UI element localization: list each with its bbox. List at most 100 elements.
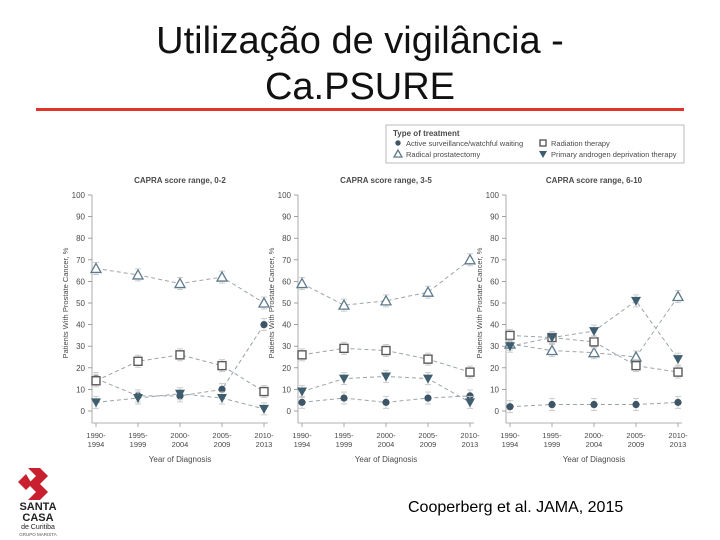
panel-3-ytick-label: 50: [490, 299, 499, 308]
panel-3-primary-androgen-deprivation-therapy-point: [589, 327, 599, 337]
panel-2-xtick-label: 1995-1999: [334, 431, 354, 449]
panel-3-ytick-label: 80: [490, 234, 499, 243]
panel-2-ytick-label: 100: [278, 191, 292, 200]
panel-2-ytick-label: 30: [282, 342, 291, 351]
panel-2-radiation-therapy-point: [381, 345, 391, 356]
panel-1-xtick-label: 2000-2004: [170, 431, 190, 449]
panel-3-xlabel: Year of Diagnosis: [563, 455, 625, 464]
panel-3-radical-prostatectomy-point: [545, 344, 559, 356]
panel-1-xlabel: Year of Diagnosis: [149, 455, 211, 464]
panel-3-radiation-therapy-point: [673, 367, 683, 377]
panel-1-primary-androgen-deprivation-therapy-point: [217, 394, 227, 404]
panel-2-ylabel: Patients With Prostate Cancer, %: [267, 247, 276, 358]
panel-2-ytick-label: 90: [282, 213, 291, 222]
panel-3-active-surveillance-watchful-waiting-point: [548, 400, 556, 409]
panel-3-primary-androgen-deprivation-therapy-point: [547, 333, 557, 343]
legend-marker-active-surveillance-watchful-waiting: [395, 140, 401, 146]
panel-3-xtick-label: 2000-2004: [584, 431, 604, 449]
panel-1-radiation-therapy-point: [217, 360, 227, 371]
panel-3-ytick-label: 70: [490, 256, 499, 265]
panel-3-ytick-label: 100: [486, 191, 500, 200]
panel-2-ytick-label: 40: [282, 321, 291, 330]
panel-2-ytick-label: 50: [282, 299, 291, 308]
panel-3-xtick-label: 2005-2009: [626, 431, 646, 449]
legend-box: [385, 124, 685, 164]
panel-1-active-surveillance-watchful-waiting-point: [260, 321, 268, 329]
panel-2-active-surveillance-watchful-waiting-point: [424, 394, 432, 402]
panel-3-active-surveillance-watchful-waiting-point: [506, 403, 514, 411]
panel-1-primary-androgen-deprivation-therapy-point: [91, 398, 101, 408]
panel-3-radiation-therapy-point: [631, 360, 641, 371]
panel-3-ytick-label: 40: [490, 321, 499, 330]
panel-2-xtick-label: 2010-2013: [460, 431, 480, 449]
panel-2-ytick-label: 10: [282, 385, 291, 394]
panel-3-ytick-label: 90: [490, 213, 499, 222]
panel-1-ylabel: Patients With Prostate Cancer, %: [61, 247, 70, 358]
legend-title: Type of treatment: [393, 129, 460, 138]
panel-3-ytick-label: 0: [495, 407, 500, 416]
panel-1-radiation-therapy-point: [91, 376, 101, 386]
panel-1-radiation-therapy-line: [95, 354, 265, 392]
panel-3-radical-prostatectomy-point: [587, 346, 601, 358]
panel-2-ytick-label: 20: [282, 364, 291, 373]
panel-3-xtick-label: 2010-2013: [668, 431, 688, 449]
slide-title-line2: Ca.PSURE: [264, 66, 456, 108]
panel-2-xtick-label: 1990-1994: [292, 431, 312, 449]
logo-line4: GRUPO MARISTA: [19, 532, 56, 537]
panel-3-xtick-label: 1995-1999: [542, 431, 562, 449]
panel-3-ytick-label: 60: [490, 277, 499, 286]
panel-2-radical-prostatectomy-line: [301, 259, 471, 306]
logo-line3: de Curitiba: [21, 524, 55, 531]
panel-3-ytick-label: 20: [490, 364, 499, 373]
panel-3-active-surveillance-watchful-waiting-point: [632, 400, 640, 409]
legend-label-radical-prostatectomy: Radical prostatectomy: [406, 150, 480, 159]
panel-2-primary-androgen-deprivation-therapy-point: [381, 372, 391, 382]
panel-1-ytick-label: 40: [76, 321, 85, 330]
panel-1-radical-prostatectomy-point: [131, 268, 145, 280]
panel-1-ytick-label: 70: [76, 256, 85, 265]
panel-2-radical-prostatectomy-point: [421, 285, 435, 297]
panel-3-radiation-therapy-point: [589, 337, 599, 347]
santa-casa-logo: SANTA CASA de Curitiba GRUPO MARISTA: [18, 468, 57, 537]
panel-1-primary-androgen-deprivation-therapy-point: [133, 394, 143, 404]
panel-1-ytick-label: 100: [72, 191, 86, 200]
legend-marker-radiation-therapy: [539, 139, 547, 147]
panel-3-radical-prostatectomy-point: [671, 290, 685, 302]
panel-1-ytick-label: 0: [81, 407, 86, 416]
panel-1-radiation-therapy-point: [259, 386, 269, 397]
panel-2-ytick-label: 80: [282, 234, 291, 243]
panel-2-ytick-label: 0: [287, 407, 292, 416]
panel-2-radical-prostatectomy-point: [463, 253, 477, 265]
panel-3-xtick-label: 1990-1994: [500, 431, 520, 449]
panel-1-xtick-label: 2010-2013: [254, 431, 274, 449]
panel-1-active-surveillance-watchful-waiting-point: [218, 385, 226, 393]
panel-3-ylabel: Patients With Prostate Cancer, %: [475, 247, 484, 358]
panel-3-primary-androgen-deprivation-therapy-point: [631, 296, 641, 306]
panel-2-primary-androgen-deprivation-therapy-point: [339, 374, 349, 384]
panel-1-ytick-label: 20: [76, 364, 85, 373]
panel-3-ytick-label: 10: [490, 385, 499, 394]
panel-1-ytick-label: 10: [76, 385, 85, 394]
panel-2-primary-androgen-deprivation-therapy-point: [465, 398, 475, 408]
panel-2-radical-prostatectomy-point: [379, 294, 393, 306]
slide-title: Utilização de vigilância - Ca.PSURE: [60, 18, 660, 110]
panel-2-active-surveillance-watchful-waiting-point: [382, 398, 390, 406]
panel-3-radiation-therapy-point: [505, 330, 515, 341]
panel-2-primary-androgen-deprivation-therapy-point: [297, 387, 307, 397]
panel-2-radiation-therapy-point: [297, 350, 307, 360]
panel-1-radical-prostatectomy-point: [89, 262, 103, 274]
panel-1-ytick-label: 60: [76, 277, 85, 286]
panel-1-primary-androgen-deprivation-therapy-point: [175, 389, 185, 399]
panel-2-radiation-therapy-point: [465, 367, 475, 377]
panel-1-primary-androgen-deprivation-therapy-point: [259, 404, 269, 414]
logo-line2: CASA: [22, 512, 53, 524]
panel-2-radical-prostatectomy-point: [337, 298, 351, 310]
panel-1-radical-prostatectomy-point: [257, 296, 271, 308]
title-divider: [36, 108, 684, 111]
panel-2-ytick-label: 60: [282, 277, 291, 286]
panel-2-ytick-label: 70: [282, 256, 291, 265]
panel-1-xtick-label: 1995-1999: [128, 431, 148, 449]
panel-1-radical-prostatectomy-point: [173, 277, 187, 289]
panel-1-radiation-therapy-point: [175, 350, 185, 360]
panel-2-xtick-label: 2005-2009: [418, 431, 438, 449]
